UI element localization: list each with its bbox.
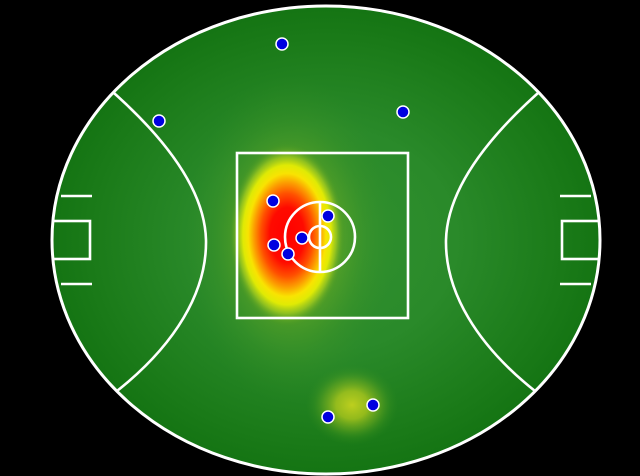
ground-surface-group [52, 6, 600, 474]
event-point-4[interactable] [266, 194, 280, 208]
event-point-6[interactable] [295, 231, 309, 245]
event-point-5[interactable] [321, 209, 335, 223]
ground-markings [52, 85, 600, 393]
event-point-2[interactable] [152, 114, 166, 128]
heat-blob-primary [229, 143, 345, 327]
event-point-7[interactable] [267, 238, 281, 252]
boundary-line [50, 4, 602, 476]
event-point-3[interactable] [396, 105, 410, 119]
event-point-8[interactable] [281, 247, 295, 261]
heat-blob-secondary [306, 365, 398, 445]
event-point-1[interactable] [275, 37, 289, 51]
centre-square [235, 151, 410, 320]
event-point-9[interactable] [366, 398, 380, 412]
goal-square-right [560, 219, 600, 261]
fifty-metre-arc-left [105, 85, 208, 393]
event-point-10[interactable] [321, 410, 335, 424]
goal-square-left [52, 219, 92, 261]
fifty-metre-arc-right [444, 85, 547, 393]
event-points-layer [152, 37, 410, 424]
